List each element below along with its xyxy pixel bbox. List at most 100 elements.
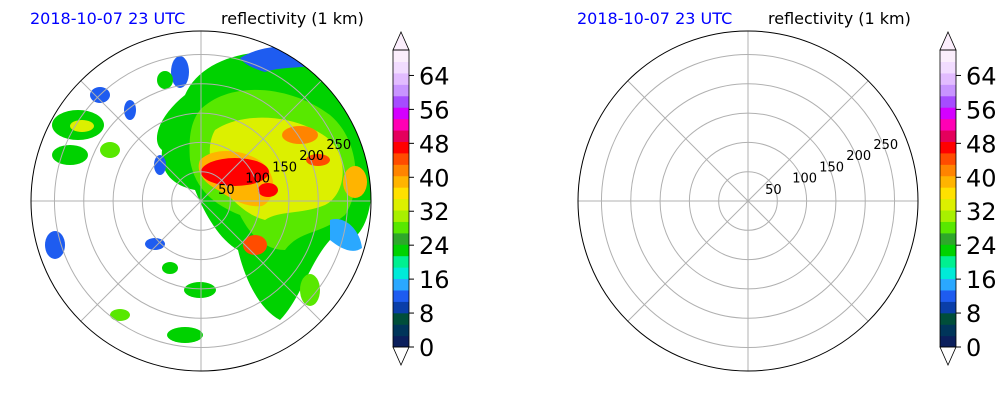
colorbar-band — [393, 152, 409, 165]
colorbar-band — [393, 107, 409, 120]
range-label-250: 250 — [326, 138, 351, 153]
plot-frame-left — [30, 30, 372, 372]
range-label-150: 150 — [272, 160, 297, 175]
echo-region-edge-2 — [330, 219, 362, 251]
colorbar-band — [393, 198, 409, 211]
time-label-left: 2018-10-07 23 UTC — [30, 9, 185, 28]
colorbar-band — [940, 141, 956, 154]
echo-cell — [154, 155, 166, 175]
colorbar-tick: 0 — [966, 334, 981, 362]
colorbar-band — [940, 301, 956, 314]
range-ring-labels-right: 50 100 150 200 250 — [765, 138, 898, 198]
colorbar-extend-max — [392, 31, 410, 51]
colorbar-band — [393, 95, 409, 108]
time-label-right: 2018-10-07 23 UTC — [577, 9, 732, 28]
range-ring-labels-left: 50 100 150 200 250 — [218, 138, 351, 198]
colorbar-tick: 24 — [966, 232, 997, 260]
colorbar-tick: 64 — [419, 63, 450, 91]
colorbar-band — [940, 324, 956, 337]
colorbar-band — [940, 84, 956, 97]
range-ring — [171, 171, 231, 231]
colorbar-band — [393, 84, 409, 97]
colorbar-band — [940, 335, 956, 348]
radar-panel-right: 2018-10-07 23 UTC reflectivity (1 km) 50… — [577, 9, 997, 372]
echo-cell — [110, 309, 130, 321]
colorbar-band — [393, 118, 409, 131]
colorbar-band — [940, 164, 956, 177]
radar-panel-left: 2018-10-07 23 UTC reflectivity (1 km) — [30, 9, 450, 372]
colorbar-band — [940, 175, 956, 188]
colorbar-band — [940, 278, 956, 291]
colorbar-tick: 40 — [966, 164, 997, 192]
colorbar-tick: 32 — [966, 198, 997, 226]
colorbar-band — [940, 198, 956, 211]
range-ring — [83, 83, 319, 319]
colorbar-tick: 16 — [966, 266, 997, 294]
radial-gridline — [80, 80, 202, 202]
echo-core-6 — [282, 126, 318, 144]
colorbar-band — [940, 61, 956, 74]
colorbar-right: 0 8 16 24 32 40 48 56 64 — [939, 31, 997, 366]
colorbar-band — [940, 255, 956, 268]
range-ring — [112, 112, 290, 290]
echo-cell — [254, 261, 270, 289]
colorbar-left: 0 8 16 24 32 40 48 56 64 — [392, 31, 450, 366]
colorbar-band — [940, 72, 956, 85]
product-label-right: reflectivity (1 km) — [768, 9, 911, 28]
echo-cell — [100, 142, 120, 158]
radial-gridline — [747, 200, 869, 322]
echo-core-2 — [258, 183, 278, 197]
radial-gridline — [747, 80, 869, 202]
echo-cell — [52, 145, 88, 165]
echo-cell — [184, 282, 216, 298]
colorbar-tick: 0 — [419, 334, 434, 362]
echo-core-5 — [243, 235, 267, 255]
colorbar-tick: 48 — [966, 130, 997, 158]
range-label-250: 250 — [873, 138, 898, 153]
colorbar-band — [393, 244, 409, 257]
echo-cell — [70, 120, 94, 132]
colorbar-band — [393, 267, 409, 280]
colorbar-band — [393, 232, 409, 245]
radial-gridline — [80, 200, 202, 322]
echo-cell — [300, 274, 320, 306]
colorbar-tick: 64 — [966, 63, 997, 91]
colorbar-band — [940, 107, 956, 120]
echo-cell — [157, 71, 173, 89]
colorbar-tick: 32 — [419, 198, 450, 226]
colorbar-band — [940, 209, 956, 222]
range-ring — [718, 171, 778, 231]
range-ring — [141, 141, 261, 261]
range-label-100: 100 — [792, 172, 817, 187]
colorbar-band — [393, 209, 409, 222]
colorbar-band — [393, 141, 409, 154]
echo-cell — [171, 56, 189, 88]
radial-gridline — [200, 200, 322, 322]
echo-cell — [167, 327, 203, 343]
colorbar-band — [393, 255, 409, 268]
colorbar-band — [393, 129, 409, 142]
colorbar-band — [940, 267, 956, 280]
plot-frame-right — [577, 30, 919, 372]
colorbar-band — [940, 244, 956, 257]
colorbar-frame — [939, 49, 957, 348]
reflectivity-echoes — [45, 46, 371, 343]
colorbar-tick: 24 — [419, 232, 450, 260]
colorbar-tick: 56 — [966, 96, 997, 124]
colorbar-tick: 8 — [419, 300, 434, 328]
colorbar-band — [393, 175, 409, 188]
radial-gridline — [200, 80, 322, 202]
colorbar-band — [940, 129, 956, 142]
echo-core-eyewall — [201, 158, 269, 186]
colorbar-band — [940, 118, 956, 131]
colorbar-band — [393, 72, 409, 85]
colorbar-tick: 8 — [966, 300, 981, 328]
range-ring — [53, 53, 349, 349]
colorbar-band — [393, 61, 409, 74]
range-label-100: 100 — [245, 172, 270, 187]
radial-gridline — [627, 200, 749, 322]
range-label-200: 200 — [299, 149, 324, 164]
range-ring — [600, 53, 896, 349]
colorbar-band — [940, 50, 956, 63]
